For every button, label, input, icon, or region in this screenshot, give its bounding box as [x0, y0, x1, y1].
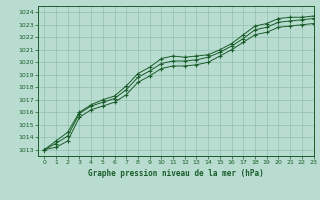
X-axis label: Graphe pression niveau de la mer (hPa): Graphe pression niveau de la mer (hPa)	[88, 169, 264, 178]
